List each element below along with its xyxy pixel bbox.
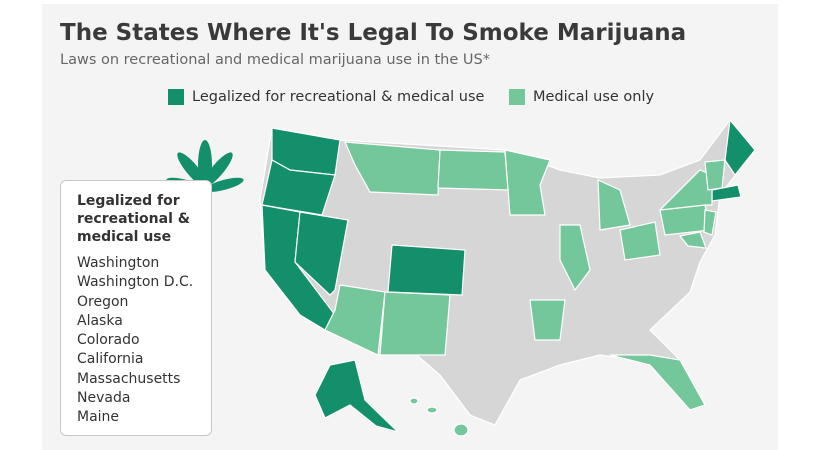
state-hawaii — [409, 397, 419, 405]
state-list-box: Legalized for recreational & medical use… — [60, 180, 212, 436]
state-name: Colorado — [77, 332, 140, 349]
legend-swatch — [509, 89, 525, 105]
state-hawaii — [453, 423, 469, 437]
title: The States Where It's Legal To Smoke Mar… — [60, 20, 687, 46]
state-michigan — [597, 179, 631, 231]
state-new-mexico — [379, 291, 451, 356]
state-name: Oregon — [77, 293, 129, 310]
state-name: Washington D.C. — [77, 274, 194, 291]
state-maryland-delaware — [678, 231, 707, 249]
legend-swatch — [168, 89, 184, 105]
list-title: Legalized for recreational & medical use — [77, 193, 190, 245]
state-maine — [724, 118, 756, 177]
state-nevada — [294, 211, 349, 296]
state-list: Washington Washington D.C. Oregon Alaska Col… — [77, 254, 211, 428]
state-colorado — [387, 244, 466, 296]
state-north-dakota — [437, 149, 509, 191]
state-name: Massachusetts — [77, 370, 181, 387]
state-ohio — [619, 221, 661, 261]
state-name: Alaska — [77, 312, 123, 329]
state-arkansas — [529, 299, 566, 341]
state-montana — [344, 141, 441, 196]
state-alaska — [314, 359, 399, 433]
subtitle: Laws on recreational and medical marijua… — [60, 52, 490, 68]
state-hawaii — [426, 406, 438, 414]
state-name: Maine — [77, 409, 120, 426]
legend-item: Medical use only — [509, 89, 654, 105]
state-oregon — [261, 159, 336, 216]
state-new-jersey — [703, 209, 717, 236]
state-name: California — [77, 351, 144, 368]
state-name: Nevada — [77, 390, 131, 407]
state-new-york — [658, 169, 713, 211]
legend-label: Legalized for recreational & medical use — [192, 89, 485, 105]
state-minnesota — [504, 149, 551, 216]
legend-label: Medical use only — [533, 89, 655, 105]
state-name: Washington — [77, 255, 160, 271]
state-florida — [609, 354, 706, 411]
state-vermont-nh — [704, 159, 726, 191]
state-illinois — [559, 224, 591, 292]
legend-item: Legalized for recreational & medical use — [168, 89, 484, 105]
state-arizona — [324, 284, 386, 356]
